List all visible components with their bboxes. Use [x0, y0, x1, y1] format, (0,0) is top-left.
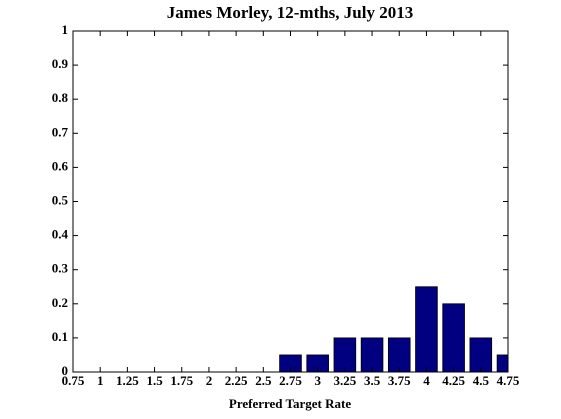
x-tick-label: 2.75 [279, 373, 302, 388]
y-tick-label: 0.5 [52, 192, 69, 207]
bar [306, 354, 329, 372]
plot-area [279, 286, 508, 372]
y-tick-label: 0.3 [52, 261, 69, 276]
bar [387, 337, 411, 372]
x-tick-label: 0.75 [62, 373, 85, 388]
x-tick-label: 3.75 [388, 373, 411, 388]
x-tick-label: 1 [97, 373, 104, 388]
x-tick-label: 2 [206, 373, 213, 388]
x-tick-label: 2.25 [225, 373, 248, 388]
x-tick-label: 2.5 [255, 373, 272, 388]
bar [442, 303, 465, 372]
x-tick-label: 1.75 [170, 373, 193, 388]
y-tick-label: 0.8 [52, 90, 69, 105]
bar [496, 354, 508, 372]
y-tick-label: 0.2 [52, 295, 68, 310]
x-tick-label: 4 [423, 373, 430, 388]
x-tick-label: 4.25 [442, 373, 465, 388]
y-tick-label: 0.1 [52, 329, 68, 344]
y-tick-label: 0 [62, 363, 69, 378]
x-tick-label: 1.25 [116, 373, 139, 388]
x-tick-label: 3 [314, 373, 321, 388]
x-tick-label: 4.5 [473, 373, 490, 388]
bar [279, 354, 302, 372]
y-tick-label: 0.9 [52, 56, 69, 71]
y-tick-label: 0.6 [52, 158, 69, 173]
bar [469, 337, 493, 372]
bar [360, 337, 384, 372]
y-tick-label: 1 [62, 22, 69, 37]
y-tick-label: 0.7 [52, 124, 69, 139]
x-tick-label: 4.75 [497, 373, 520, 388]
bar [415, 286, 438, 372]
x-tick-label: 3.5 [364, 373, 381, 388]
bar [333, 337, 357, 372]
x-tick-label: 3.25 [334, 373, 357, 388]
y-tick-label: 0.4 [52, 227, 69, 242]
chart-title: James Morley, 12-mths, July 2013 [167, 3, 413, 22]
x-tick-label: 1.5 [146, 373, 163, 388]
x-axis-label: Preferred Target Rate [229, 396, 351, 411]
